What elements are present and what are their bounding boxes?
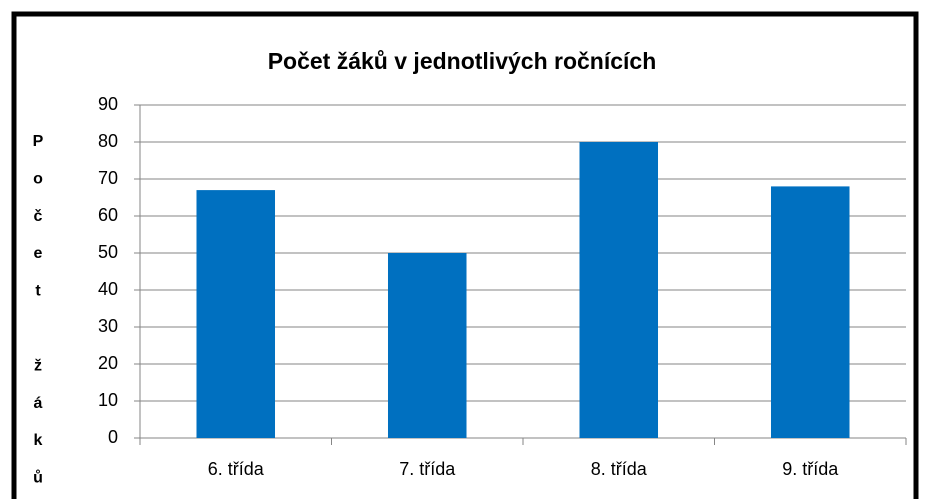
bar: [579, 142, 659, 438]
y-tick-label: 40: [98, 279, 118, 299]
bar: [770, 186, 850, 438]
y-tick-label: 20: [98, 353, 118, 373]
y-tick-label: 10: [98, 390, 118, 410]
bar: [387, 253, 467, 438]
x-tick-label: 9. třída: [782, 459, 839, 479]
x-tick-label: 8. třída: [591, 459, 648, 479]
y-tick-label: 60: [98, 205, 118, 225]
y-tick-label: 0: [108, 427, 118, 447]
bar: [196, 190, 276, 438]
chart-title: Počet žáků v jednotlivých ročnících: [268, 48, 657, 74]
y-tick-label: 80: [98, 131, 118, 151]
y-tick-label: 70: [98, 168, 118, 188]
x-tick-label: 7. třída: [399, 459, 456, 479]
y-tick-label: 90: [98, 94, 118, 114]
y-tick-label: 30: [98, 316, 118, 336]
y-tick-label: 50: [98, 242, 118, 262]
x-tick-label: 6. třída: [208, 459, 265, 479]
